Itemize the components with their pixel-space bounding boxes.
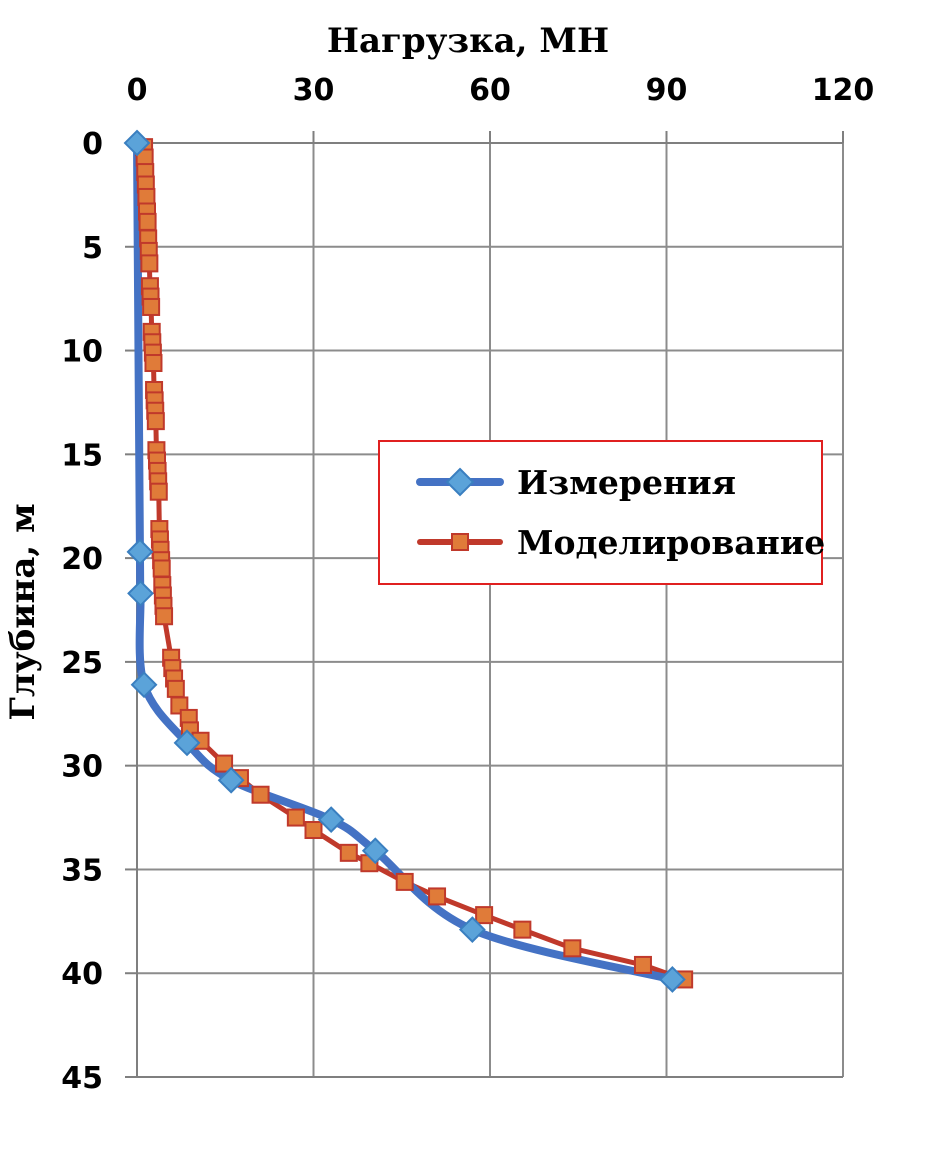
x-axis-title: Нагрузка, МН (327, 21, 609, 61)
data-point-measurement (361, 837, 389, 865)
data-point-modeling (633, 955, 652, 974)
y-tick-label: 40 (61, 957, 103, 992)
y-tick-label: 25 (61, 646, 103, 681)
y-tick-label: 15 (61, 438, 103, 473)
legend: Измерения Моделирование (378, 440, 825, 585)
y-axis-title: Глубина, м (3, 503, 43, 720)
legend-label-modeling: Моделирование (517, 523, 825, 562)
data-point-modeling (140, 254, 159, 273)
data-point-measurement (217, 766, 245, 794)
data-point-modeling (155, 607, 174, 626)
data-point-measurement (127, 579, 154, 607)
data-point-modeling (215, 754, 234, 773)
legend-box (378, 440, 823, 585)
data-point-modeling (146, 412, 165, 431)
x-tick-label: 30 (293, 73, 335, 108)
y-tick-label: 30 (61, 750, 103, 785)
data-point-modeling (428, 887, 447, 906)
data-point-measurement (130, 671, 158, 699)
data-point-modeling (475, 906, 494, 925)
data-point-modeling (138, 212, 157, 231)
x-tick-label: 90 (646, 73, 688, 108)
data-point-modeling (339, 843, 358, 862)
data-point-measurement (126, 538, 154, 566)
data-point-modeling (149, 482, 168, 501)
data-point-modeling (286, 808, 305, 827)
y-tick-label: 35 (61, 853, 103, 888)
data-point-measurement (317, 806, 345, 834)
x-tick-label: 120 (812, 73, 875, 108)
data-point-measurement (173, 729, 201, 757)
legend-marker-modeling (451, 533, 469, 551)
y-tick-label: 10 (61, 335, 103, 370)
data-point-modeling (563, 939, 582, 958)
data-point-modeling (166, 679, 185, 698)
data-point-measurement (658, 966, 686, 993)
data-point-modeling (395, 872, 414, 891)
data-point-modeling (513, 920, 532, 939)
data-point-measurement (458, 916, 486, 944)
data-point-modeling (142, 297, 161, 316)
series-layer (123, 129, 694, 993)
grid-layer (137, 143, 844, 1077)
data-point-measurement (123, 129, 151, 157)
axes-layer: 0 30 60 90 120 0 5 10 15 20 25 30 35 40 45 (61, 73, 874, 1096)
data-point-modeling (251, 785, 270, 804)
data-point-modeling (152, 559, 171, 578)
data-point-modeling (144, 354, 163, 373)
legend-marker-measurements (445, 467, 475, 497)
y-tick-label: 45 (61, 1061, 103, 1096)
x-tick-label: 0 (127, 73, 148, 108)
data-point-modeling (304, 821, 323, 840)
x-tick-label: 60 (469, 73, 511, 108)
y-tick-label: 0 (82, 127, 103, 162)
legend-label-measurements: Измерения (517, 463, 736, 502)
y-tick-label: 5 (82, 231, 103, 266)
y-tick-label: 20 (61, 542, 103, 577)
